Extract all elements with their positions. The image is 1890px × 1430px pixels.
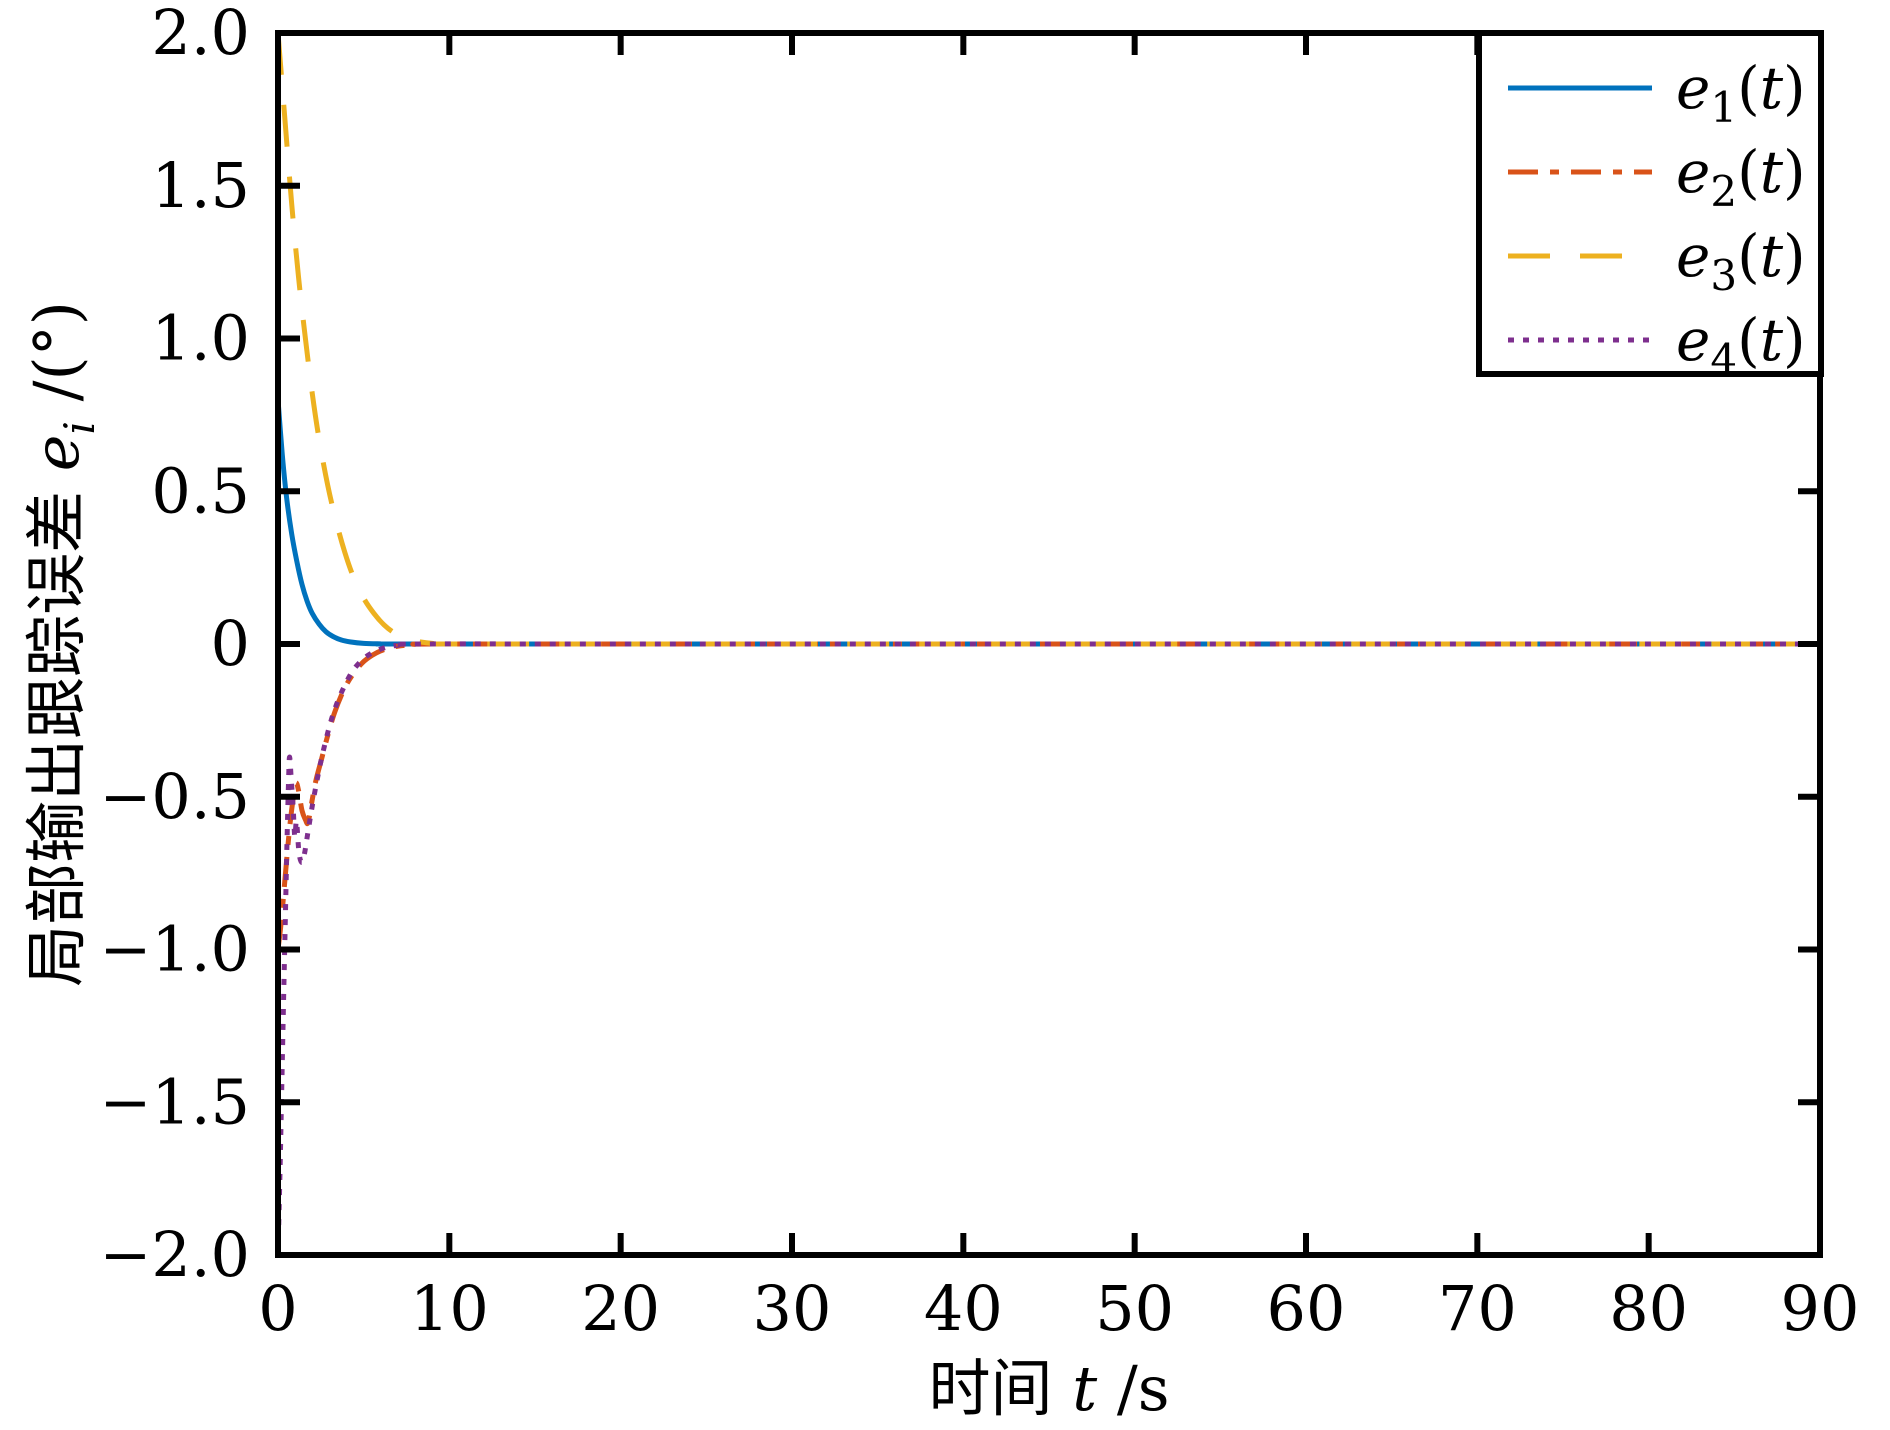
y-tick-label: −2.0 [99, 1218, 250, 1291]
legend-entry-label: e4(t) [1676, 306, 1806, 384]
y-tick-label: −0.5 [99, 760, 250, 833]
x-axis-label: 时间 t /s [928, 1352, 1169, 1425]
y-tick-label: −1.5 [99, 1065, 250, 1138]
series-e2-line [275, 641, 1820, 950]
legend-entry-e3: e3(t) [1508, 222, 1806, 300]
legend-entry-e1: e1(t) [1508, 54, 1806, 132]
series-e3-line [275, 32, 1820, 647]
plot-border [275, 30, 1823, 1258]
x-tick-label: 30 [753, 1272, 832, 1345]
y-tick-label: 1.0 [151, 302, 250, 375]
x-tick-label: 20 [581, 1272, 660, 1345]
y-tick-label: 2.0 [151, 0, 250, 69]
x-tick-label: 90 [1781, 1272, 1860, 1345]
series-e1-line [275, 399, 1820, 647]
x-tick-label: 60 [1267, 1272, 1346, 1345]
y-axis-label: 局部输出跟踪误差 ei /(°) [20, 301, 104, 987]
y-tick-label: −1.0 [99, 913, 250, 986]
x-tick-label: 40 [924, 1272, 1003, 1345]
x-tick-label: 70 [1438, 1272, 1517, 1345]
x-tick-label: 50 [1095, 1272, 1174, 1345]
legend-entry-e4: e4(t) [1508, 306, 1806, 384]
x-tick-label: 80 [1609, 1272, 1688, 1345]
y-tick-label: 0 [211, 607, 250, 680]
x-tick-label: 10 [410, 1272, 489, 1345]
legend-entry-label: e2(t) [1676, 138, 1806, 216]
x-tick-labels: 0 10 20 30 40 50 60 70 80 90 [258, 1272, 1859, 1345]
legend: e1(t)e2(t)e3(t)e4(t) [1476, 30, 1824, 384]
y-tick-label: 1.5 [151, 149, 250, 222]
legend-entry-e2: e2(t) [1508, 138, 1806, 216]
series-e4-line [275, 641, 1820, 1256]
y-tick-label: 0.5 [151, 454, 250, 527]
legend-entry-label: e1(t) [1676, 54, 1806, 132]
x-tick-label: 0 [258, 1272, 297, 1345]
legend-entry-label: e3(t) [1676, 222, 1806, 300]
y-tick-labels: 2.0 1.5 1.0 0.5 0 −0.5 −1.0 −1.5 −2.0 [99, 0, 250, 1291]
